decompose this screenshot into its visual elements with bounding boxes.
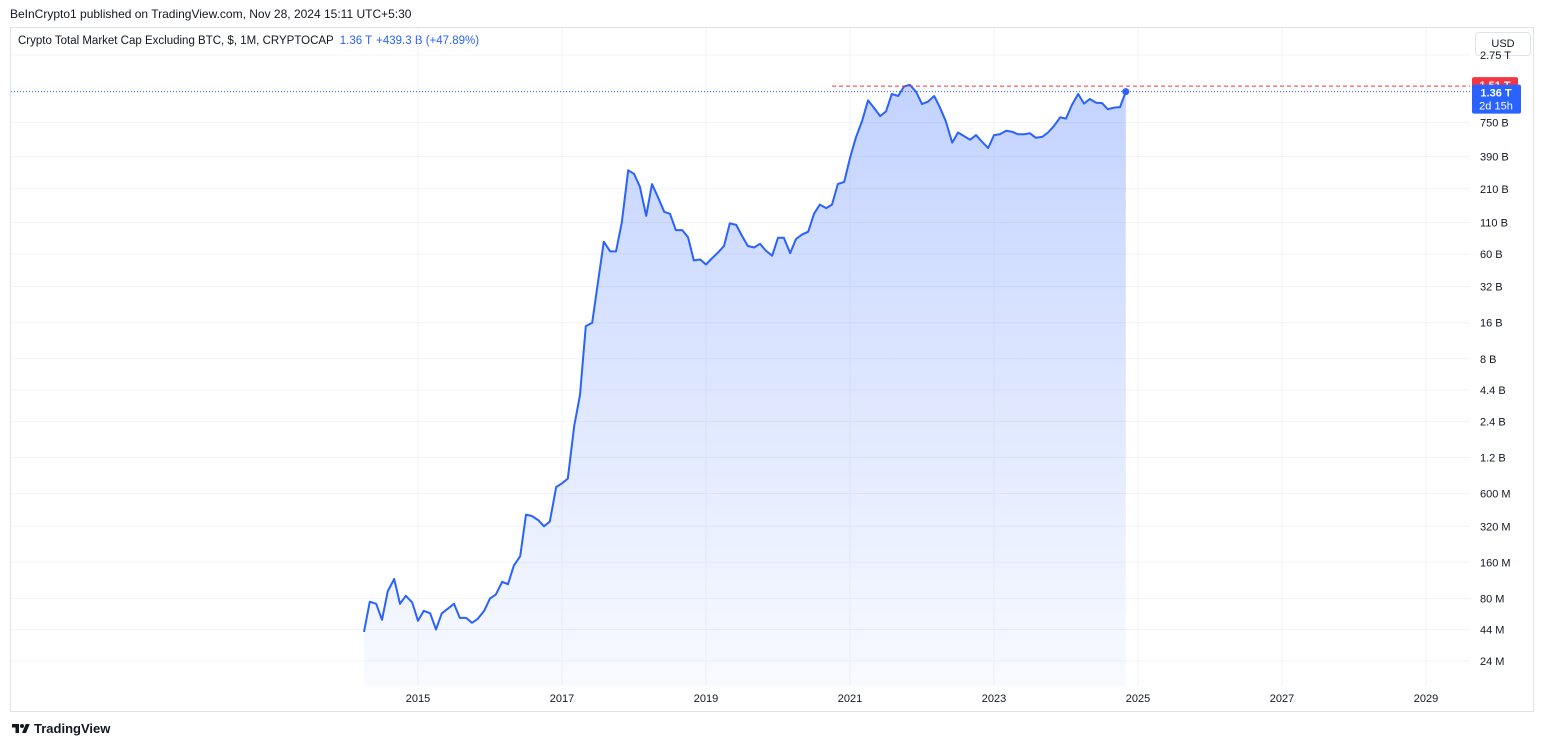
area-fill [364,84,1126,687]
chart-frame [10,27,1534,712]
y-tick-label: 390 B [1480,152,1509,164]
last-price-badge [1472,84,1521,114]
x-tick-label: 2021 [838,693,862,705]
y-tick-label: 8 B [1480,354,1497,366]
y-tick-label: 32 B [1480,282,1503,294]
legend-symbol: Crypto Total Market Cap Excluding BTC, $… [18,35,334,47]
y-tick-label: 160 M [1480,557,1511,569]
price-labels: 1.51 T1.36 T2d 15h [11,77,1521,114]
last-price-text: 1.36 T [1480,88,1511,100]
y-axis: 2.75 T 750 B 390 B 210 B 110 B 60 B 32 B 16 B 8 … [1480,50,1511,668]
y-tick-label: 4.4 B [1480,385,1506,397]
y-tick-label: 210 B [1480,184,1509,196]
legend-value: 1.36 T [339,35,373,47]
area-path [364,84,1126,687]
x-tick-label: 2023 [982,693,1006,705]
countdown-text: 2d 15h [1479,101,1513,113]
x-tick-label: 2019 [694,693,718,705]
line-path [363,83,1127,633]
y-tick-label: 24 M [1480,656,1504,668]
y-tick-label: 600 M [1480,489,1511,501]
x-tick-label: 2027 [1270,693,1294,705]
last-point-marker [1122,88,1130,96]
y-tick-label: 2.4 B [1480,416,1506,428]
y-tick-label: 80 M [1480,593,1504,605]
y-tick-label: 60 B [1480,249,1503,261]
series-line [363,83,1130,633]
x-tick-label: 2015 [406,693,430,705]
y-tick-label: 16 B [1480,318,1503,330]
x-tick-label: 2029 [1414,693,1438,705]
x-tick-label: 2025 [1126,693,1150,705]
publisher-header: BeInCrypto1 published on TradingView.com… [10,7,412,21]
currency-button[interactable]: USD [1475,32,1531,56]
footer-brand: TradingView [34,721,111,736]
tradingview-logo[interactable]: TradingView [10,721,110,736]
x-tick-label: 2017 [550,693,574,705]
chart-legend[interactable]: Crypto Total Market Cap Excluding BTC, $… [18,35,479,47]
y-tick-label: 2.75 T [1480,50,1511,62]
y-tick-label: 1.2 B [1480,452,1506,464]
y-tick-label: 320 M [1480,521,1511,533]
x-axis: 2015 2017 2019 2021 2023 2025 2027 2029 [406,693,1438,705]
tradingview-icon [12,723,30,733]
y-tick-label: 750 B [1480,118,1509,130]
y-tick-label: 44 M [1480,624,1504,636]
legend-change: +439.3 B (+47.89%) [376,35,480,47]
y-tick-label: 110 B [1480,217,1508,229]
